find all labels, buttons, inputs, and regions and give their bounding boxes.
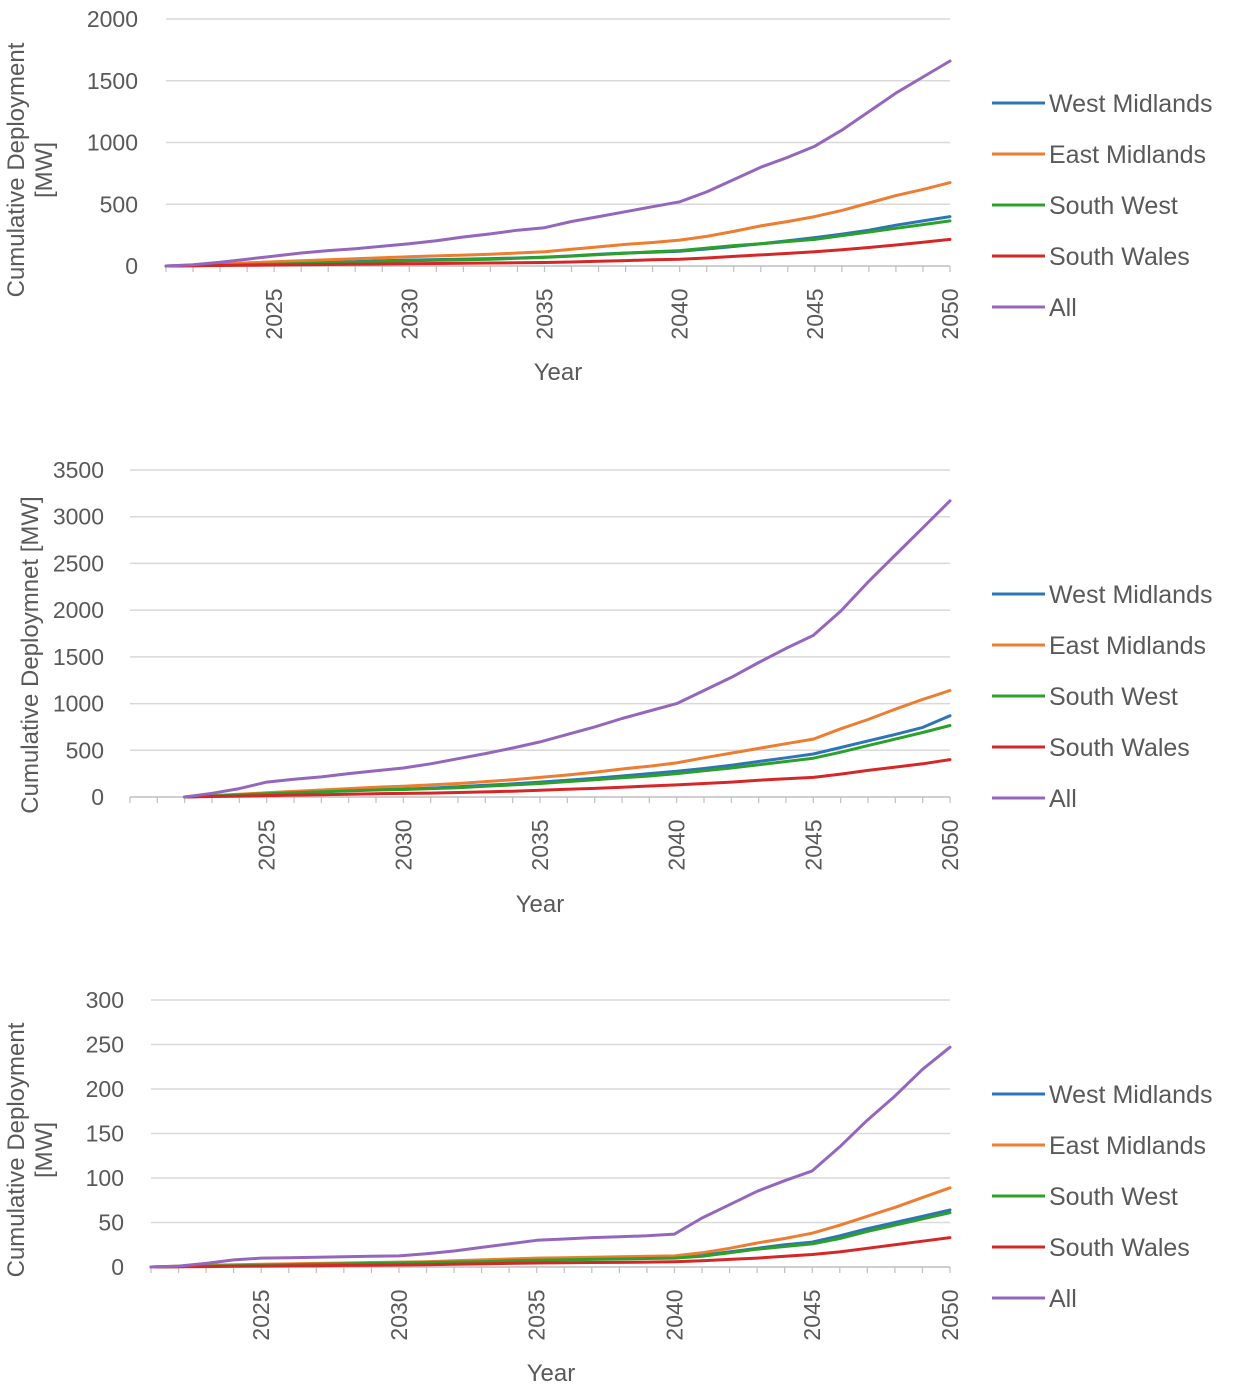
x-tick-label: 2025 [261, 288, 287, 339]
series-line-all [164, 59, 952, 268]
y-tick-label: 50 [98, 1210, 124, 1236]
x-tick-label: 2050 [937, 819, 963, 870]
series-line-south-wales [183, 758, 952, 799]
series-line-all [183, 499, 952, 799]
legend-label: South Wales [1049, 734, 1190, 762]
legend: West Midlands East Midlands South West Sout… [992, 90, 1213, 322]
series-line-east-midlands [164, 181, 952, 268]
x-tick-label: 2030 [386, 1289, 412, 1340]
y-axis-title-line: Cumulative Deployment [3, 1022, 30, 1277]
x-tick-label: 2050 [937, 288, 963, 339]
y-tick-label: 0 [91, 784, 104, 810]
y-axis-title-line: [MW] [31, 142, 58, 198]
y-axis-title-line: Cumulative Deployment [3, 42, 30, 297]
series-line-east-midlands [183, 689, 952, 799]
y-tick-label: 2500 [53, 550, 104, 576]
legend-label: All [1049, 294, 1077, 322]
legend-label: West Midlands [1049, 90, 1213, 118]
legend-label: East Midlands [1049, 632, 1206, 660]
legend-label: West Midlands [1049, 581, 1213, 609]
y-tick-label: 1000 [87, 130, 138, 156]
y-tick-label: 2000 [87, 6, 138, 32]
y-tick-label: 1000 [53, 691, 104, 717]
series-line-south-west [164, 219, 952, 268]
y-tick-label: 0 [111, 1254, 124, 1280]
x-tick-label: 2045 [802, 288, 828, 339]
legend-label: East Midlands [1049, 141, 1206, 169]
x-tick-label: 2040 [667, 288, 693, 339]
legend: West Midlands East Midlands South West Sout… [992, 1081, 1213, 1313]
chart-2: 0 500 1000 1500 2000 2500 3000 3500 2025 2030 2035… [17, 457, 1213, 918]
x-tick-label: 2035 [524, 1289, 550, 1340]
series-line-south-wales [164, 237, 952, 268]
y-axis-title: Cumulative Deployment [MW] [3, 1022, 58, 1277]
x-tick-label: 2030 [396, 288, 422, 339]
x-tick-label: 2040 [661, 1289, 687, 1340]
series-line-east-midlands [149, 1186, 952, 1269]
x-tick-label: 2035 [531, 288, 557, 339]
x-tick-label: 2025 [248, 1289, 274, 1340]
y-tick-label: 500 [66, 737, 104, 763]
series-line-west-midlands [183, 714, 952, 799]
legend-label: South West [1049, 1183, 1178, 1211]
chart-3: 0 50 100 150 200 250 300 2025 2030 2035 2040 2045 20… [3, 987, 1213, 1387]
legend-label: South Wales [1049, 1234, 1190, 1262]
x-tick-label: 2040 [664, 819, 690, 870]
x-tick-label: 2030 [390, 819, 416, 870]
y-tick-label: 100 [86, 1165, 124, 1191]
x-tick-label: 2050 [937, 1289, 963, 1340]
x-axis-title: Year [527, 1360, 576, 1387]
y-tick-label: 200 [86, 1076, 124, 1102]
legend-label: South West [1049, 192, 1178, 220]
y-axis-title: Cumulative Deploymnet [MW] [17, 496, 44, 813]
y-tick-label: 2000 [53, 597, 104, 623]
y-tick-label: 1500 [53, 644, 104, 670]
legend-label: South West [1049, 683, 1178, 711]
x-axis-title: Year [534, 359, 583, 386]
x-tick-label: 2035 [527, 819, 553, 870]
x-tick-label: 2045 [799, 1289, 825, 1340]
series-line-south-west [183, 724, 952, 799]
x-tick-label: 2045 [800, 819, 826, 870]
y-axis-title-line: Cumulative Deploymnet [MW] [17, 496, 44, 813]
y-tick-label: 0 [125, 253, 138, 279]
y-axis-title-line: [MW] [31, 1122, 58, 1178]
y-axis-title: Cumulative Deployment [MW] [3, 42, 58, 297]
y-tick-label: 250 [86, 1032, 124, 1058]
y-tick-label: 500 [100, 191, 138, 217]
y-tick-label: 1500 [87, 68, 138, 94]
legend-label: West Midlands [1049, 1081, 1213, 1109]
chart-1: 0 500 1000 1500 2000 2025 2030 2035 2040 2045 2050… [3, 6, 1213, 386]
x-axis-title: Year [516, 891, 565, 918]
legend-label: East Midlands [1049, 1132, 1206, 1160]
series-line-all [149, 1045, 952, 1269]
y-tick-label: 300 [86, 987, 124, 1013]
legend-label: All [1049, 1285, 1077, 1313]
x-tick-label: 2025 [254, 819, 280, 870]
legend-label: South Wales [1049, 243, 1190, 271]
legend: West Midlands East Midlands South West Sout… [992, 581, 1213, 813]
y-tick-label: 3000 [53, 504, 104, 530]
legend-label: All [1049, 785, 1077, 813]
series-line-south-wales [149, 1236, 952, 1269]
y-tick-label: 150 [86, 1121, 124, 1147]
y-tick-label: 3500 [53, 457, 104, 483]
